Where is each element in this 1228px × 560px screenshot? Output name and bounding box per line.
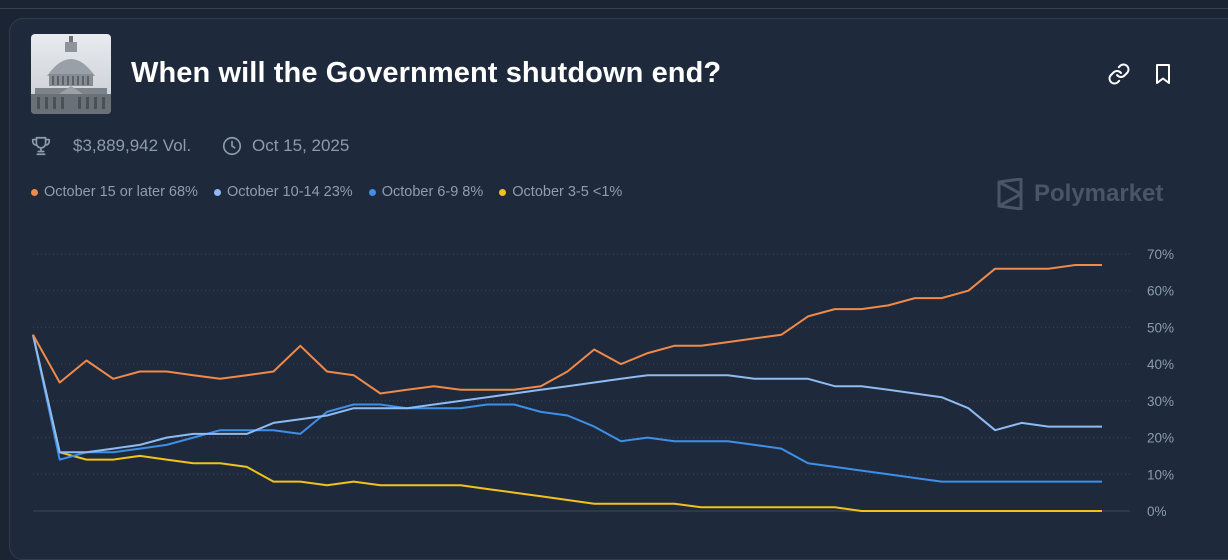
market-title: When will the Government shutdown end? (131, 57, 722, 89)
top-divider (0, 8, 1228, 9)
legend-dot (213, 188, 221, 196)
copy-link-button[interactable] (1107, 62, 1131, 86)
y-tick-label: 10% (1147, 467, 1174, 482)
legend-dot (31, 188, 38, 196)
bookmark-icon (1156, 64, 1170, 84)
link-icon (1108, 63, 1130, 85)
legend-label: October 10-14 23% (226, 184, 353, 200)
market-card (9, 18, 1228, 560)
legend-item: October 10-14 23% (213, 184, 353, 200)
legend-dot (499, 188, 507, 196)
brand-name: Polymarket (1034, 180, 1164, 207)
y-tick-label: 60% (1147, 284, 1174, 299)
legend-label: October 15 or later 68% (44, 184, 198, 200)
market-thumbnail[interactable] (31, 34, 111, 114)
trophy-icon (31, 136, 51, 156)
series-line-october-6-9[interactable] (32, 334, 1102, 483)
y-tick-label: 50% (1147, 320, 1174, 335)
series-line-october-15-or-later[interactable] (32, 264, 1102, 395)
y-tick-label: 30% (1147, 394, 1174, 409)
probability-line-chart: 0% 10% 20% 30% 40% 50% 60% 70% (32, 247, 1174, 519)
polymarket-logo-icon (997, 178, 1023, 210)
clock-icon (222, 136, 242, 156)
y-tick-label: 40% (1147, 357, 1174, 372)
y-tick-label: 70% (1147, 247, 1174, 262)
chart-legend: October 15 or later 68% October 10-14 23… (31, 184, 638, 200)
y-axis-ticks: 0% 10% 20% 30% 40% 50% 60% 70% (1147, 247, 1174, 519)
legend-item: October 6-9 8% (368, 184, 484, 200)
bookmark-button[interactable] (1151, 62, 1175, 86)
polymarket-watermark: Polymarket (996, 178, 1163, 210)
series-line-october-3-5[interactable] (32, 334, 1102, 512)
legend-label: October 6-9 8% (381, 184, 484, 200)
legend-item: October 15 or later 68% (31, 184, 198, 200)
capitol-building-image (31, 34, 111, 114)
legend-label: October 3-5 <1% (512, 184, 623, 200)
end-date-text: Oct 15, 2025 (252, 136, 350, 155)
y-tick-label: 20% (1147, 431, 1174, 446)
legend-dot (368, 188, 376, 196)
chart-series (32, 264, 1102, 512)
legend-item: October 3-5 <1% (499, 184, 622, 200)
series-line-october-10-14[interactable] (32, 334, 1102, 454)
volume-text: $3,889,942 Vol. (73, 136, 192, 155)
y-tick-label: 0% (1147, 504, 1167, 519)
